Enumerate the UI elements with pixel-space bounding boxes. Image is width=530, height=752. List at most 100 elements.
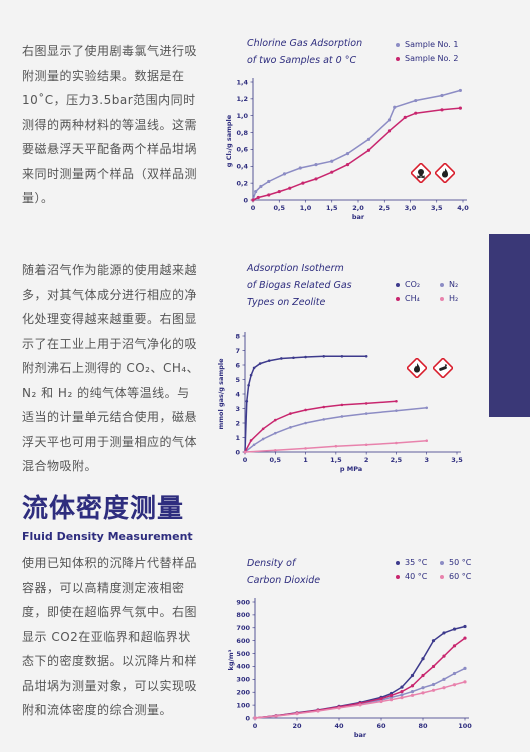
legend-dot-icon (396, 574, 400, 579)
x-tick-label: 80 (418, 722, 428, 730)
chart3-legend-item: 40 °C (396, 572, 427, 581)
data-point (334, 444, 338, 448)
legend-dot-icon (396, 560, 400, 565)
chlorine-description: 右图显示了使用剧毒氯气进行吸附测量的实验结果。数据是在10˚C，压力3.5bar… (22, 44, 198, 205)
chart3-title-line: Carbon Dioxide (247, 575, 321, 586)
data-point (463, 624, 467, 629)
legend-label: Sample No. 2 (405, 54, 459, 63)
data-point (421, 691, 425, 695)
chart2-title: Adsorption Isotherm of Biogas Related Ga… (247, 260, 377, 311)
y-tick-label: 300 (236, 676, 250, 684)
data-point (322, 418, 326, 421)
data-point (366, 137, 371, 141)
data-point (452, 671, 457, 676)
data-point (252, 366, 256, 370)
data-point (295, 712, 299, 716)
chart1-title-line: Chlorine Gas Adsorption (247, 38, 363, 49)
data-point (345, 163, 350, 167)
x-tick-label: 0,5 (270, 456, 282, 464)
legend-dot-icon (440, 560, 444, 565)
data-point (249, 439, 253, 442)
legend-dot-icon (396, 42, 400, 47)
flammable-hazard (433, 161, 457, 187)
data-point (277, 189, 281, 194)
density-description: 使用已知体积的沉降片代替样品容器，可以高精度测定液相密度，即使在超临界气氛中。右… (22, 556, 198, 717)
data-point (440, 108, 444, 112)
data-point (452, 683, 457, 687)
legend-label: CO₂ (405, 280, 421, 289)
data-point (274, 714, 278, 718)
y-tick-label: 200 (236, 689, 250, 697)
gas-cylinder-hazard (431, 356, 455, 382)
data-point (425, 406, 429, 410)
data-point (258, 362, 262, 365)
x-tick-label: 4,0 (457, 204, 469, 212)
y-tick-label: 1 (235, 434, 240, 442)
data-point (304, 447, 307, 450)
data-point (345, 152, 350, 156)
gas-cylinder-icon (431, 356, 455, 380)
data-point (340, 355, 344, 358)
data-point (267, 359, 271, 362)
data-point (364, 443, 368, 447)
y-tick-label: 0 (243, 196, 248, 204)
data-point (431, 639, 436, 643)
data-point (261, 427, 265, 431)
x-tick-label: 100 (458, 722, 472, 730)
y-tick-label: 800 (236, 611, 250, 619)
data-point (379, 697, 383, 701)
data-point (340, 403, 344, 407)
data-point (463, 636, 467, 640)
data-point (414, 98, 418, 103)
data-point (314, 177, 318, 181)
data-point (340, 415, 344, 418)
x-axis-label: bar (352, 213, 365, 221)
data-point (421, 686, 425, 690)
chart2-legend-item: N₂ (440, 280, 458, 289)
data-point (400, 689, 404, 694)
data-point (358, 703, 362, 707)
y-tick-label: 500 (236, 650, 250, 658)
legend-dot-icon (440, 282, 444, 287)
chart3-legend-item: 35 °C (396, 558, 427, 567)
data-point (267, 193, 271, 197)
legend-label: N₂ (449, 280, 459, 289)
biogas-description: 随着沼气作为能源的使用越来越多，对其气体成分进行相应的净化处理变得越来越重要。右… (22, 263, 200, 473)
x-tick-label: 3,0 (405, 204, 417, 212)
data-point (364, 412, 368, 415)
y-tick-label: 2 (235, 419, 240, 427)
data-point (322, 355, 326, 358)
data-point (364, 402, 368, 405)
x-tick-label: 2,0 (352, 204, 364, 212)
x-tick-label: 60 (376, 722, 386, 730)
data-point (261, 437, 265, 441)
legend-dot-icon (396, 296, 400, 301)
y-tick-label: 0,2 (236, 179, 248, 187)
legend-dot-icon (396, 282, 400, 287)
legend-label: 50 °C (449, 558, 472, 567)
legend-label: 60 °C (449, 572, 472, 581)
x-axis-label: p MPa (340, 465, 362, 473)
y-tick-label: 0,4 (236, 163, 248, 171)
x-tick-label: 1 (303, 456, 308, 464)
legend-label: 40 °C (405, 572, 428, 581)
x-tick-label: 2,5 (378, 204, 390, 212)
data-point (395, 399, 398, 403)
data-point (249, 373, 253, 377)
data-point (282, 172, 287, 176)
data-point (273, 448, 277, 452)
section-heading: 流体密度测量 (22, 494, 185, 524)
data-point (289, 412, 292, 415)
x-tick-label: 3,5 (431, 204, 443, 212)
data-point (252, 443, 256, 447)
data-point (254, 189, 258, 194)
data-point (304, 421, 307, 425)
data-point (421, 673, 425, 678)
chart2-legend-item: H₂ (440, 294, 458, 303)
data-point (314, 163, 318, 167)
y-tick-label: 400 (236, 663, 250, 671)
y-tick-label: 0 (245, 714, 250, 722)
data-point (393, 105, 397, 109)
y-tick-label: 1,4 (236, 78, 248, 86)
series-line (254, 667, 466, 719)
